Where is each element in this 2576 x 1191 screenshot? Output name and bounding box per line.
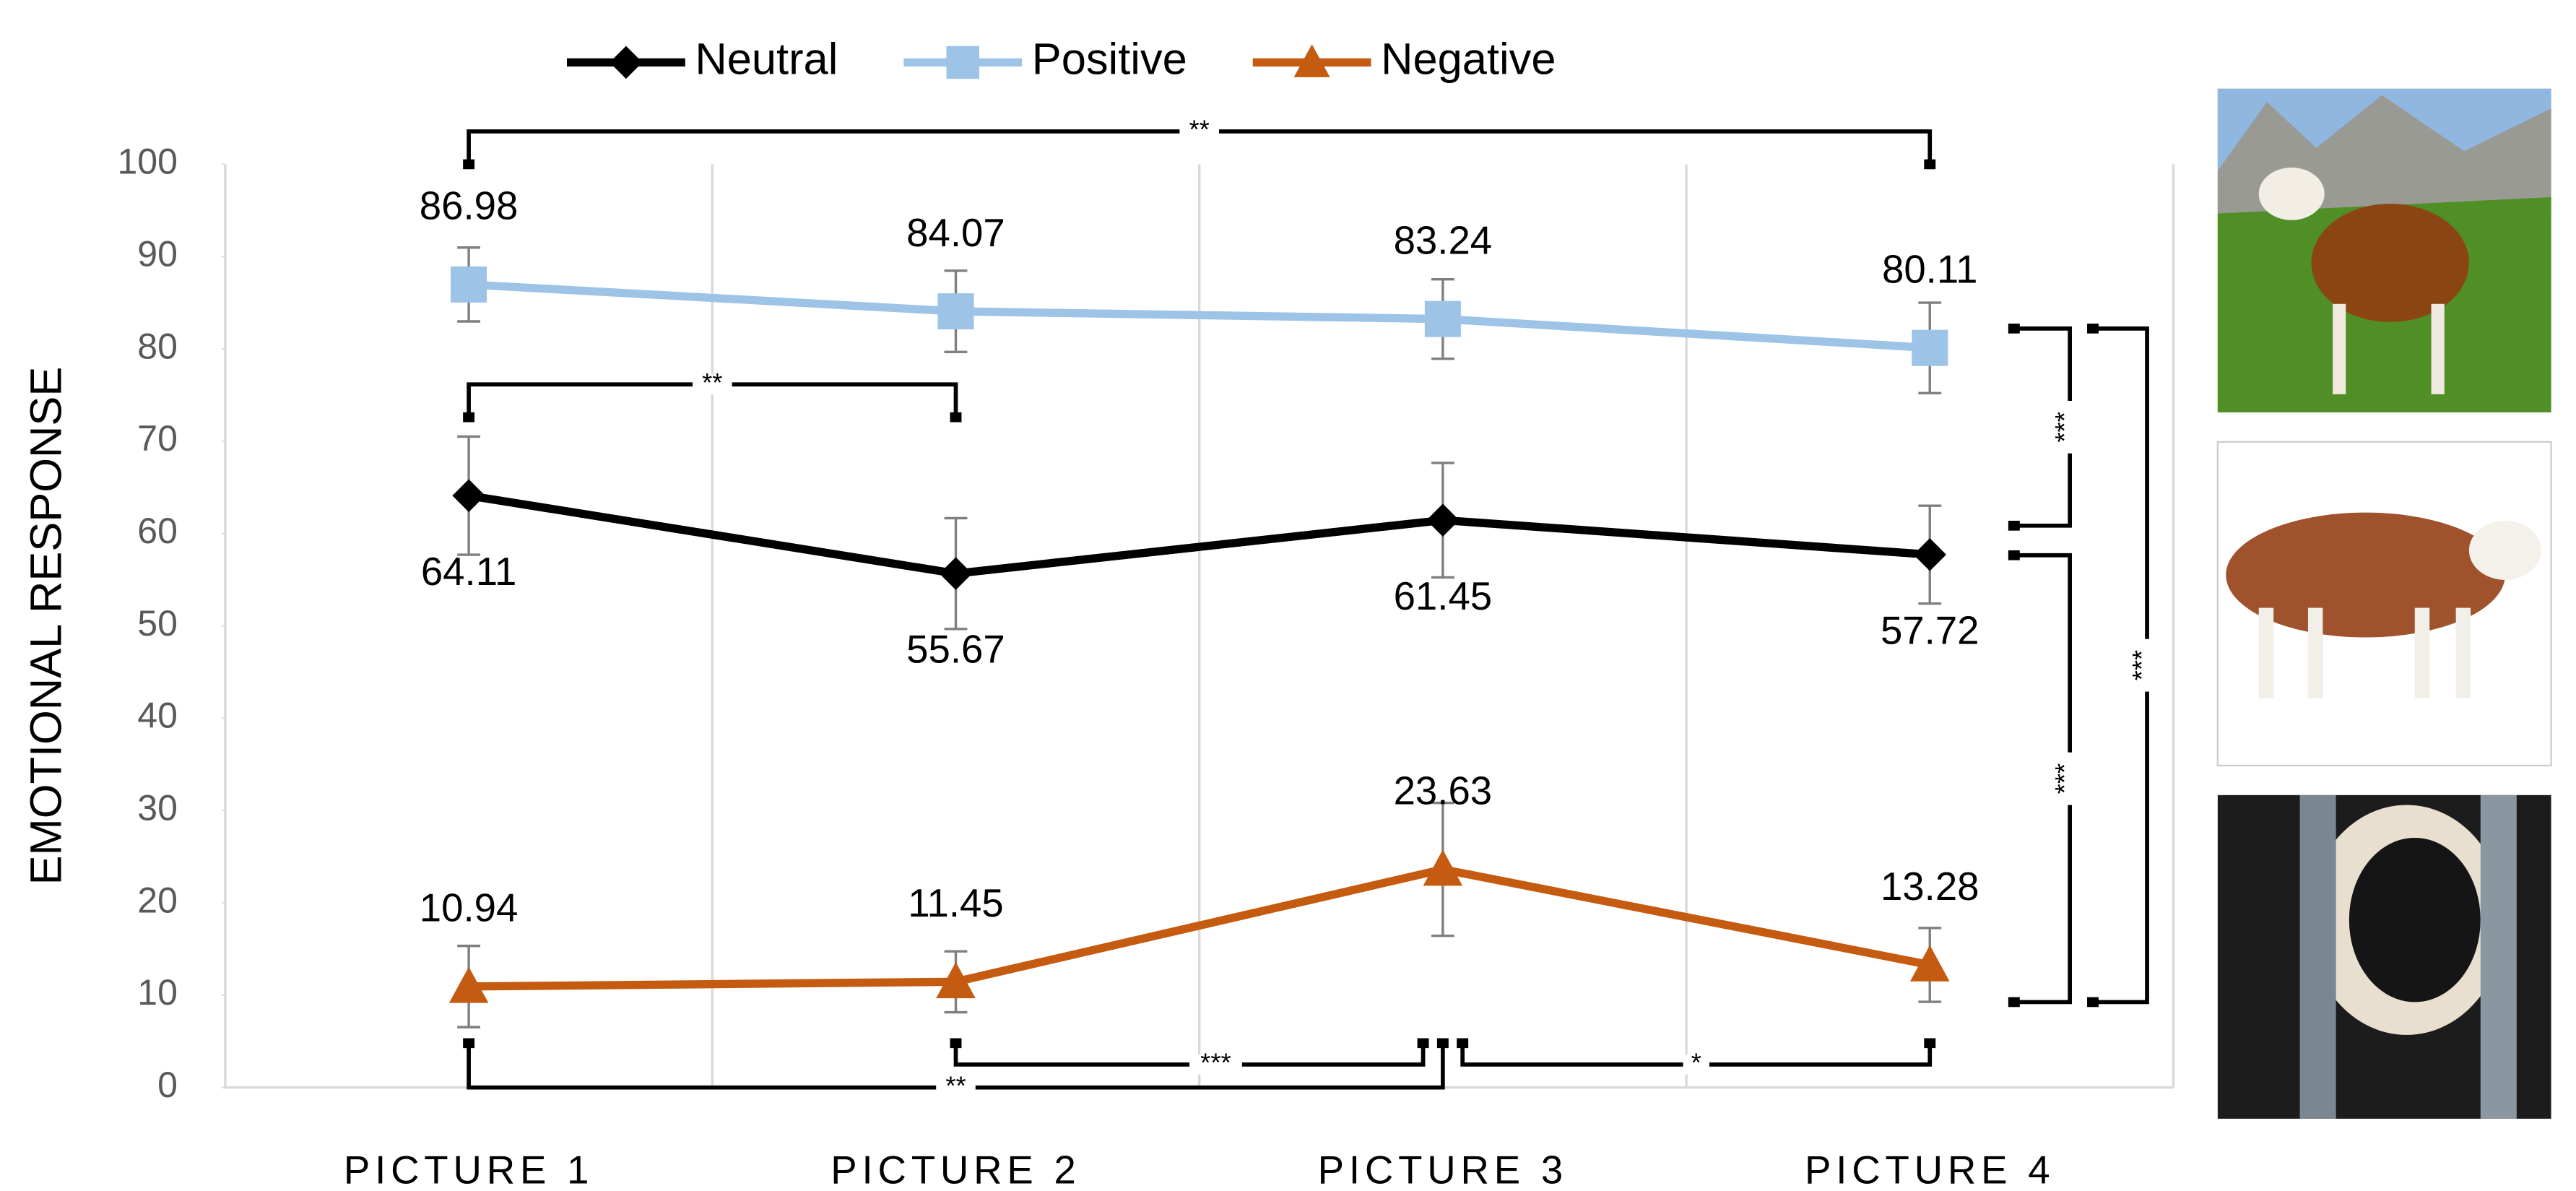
annotation: ***: [2050, 412, 2079, 442]
data-label: 61.45: [1394, 574, 1493, 618]
bracket-cap: [1924, 160, 1935, 170]
y-tick-label: 40: [137, 696, 178, 736]
y-tick-label: 20: [137, 880, 178, 920]
photo-1: [2218, 89, 2551, 412]
bracket-cap: [463, 1038, 474, 1048]
x-tick-label: PICTURE 2: [831, 1148, 1080, 1191]
y-tick-label: 90: [137, 233, 178, 274]
bracket-cap: [2087, 997, 2099, 1008]
legend-label: Negative: [1381, 35, 1556, 85]
background: [0, 0, 2575, 1191]
photo-3: [2218, 795, 2551, 1119]
data-label: 55.67: [906, 628, 1005, 672]
data-label: 84.07: [906, 211, 1005, 255]
marker: [1425, 301, 1461, 337]
y-tick-label: 70: [137, 418, 178, 459]
y-tick-label: 0: [157, 1065, 178, 1105]
x-tick-label: PICTURE 3: [1318, 1148, 1568, 1191]
bracket-cap: [2008, 324, 2020, 334]
bracket-cap: [2087, 324, 2099, 334]
marker: [937, 293, 973, 329]
data-label: 23.63: [1394, 768, 1493, 813]
y-tick-label: 100: [117, 142, 177, 182]
annotation: ***: [2127, 650, 2156, 680]
bracket-cap: [463, 412, 474, 423]
bracket-cap: [1457, 1038, 1468, 1048]
y-tick-label: 80: [137, 326, 178, 366]
y-tick-label: 30: [137, 787, 178, 828]
annotation: ***: [2050, 763, 2079, 794]
annotation: **: [702, 368, 722, 397]
data-label: 11.45: [908, 881, 1004, 925]
bracket-cap: [463, 160, 474, 170]
data-label: 64.11: [421, 550, 517, 594]
marker: [1912, 330, 1948, 366]
bracket-cap: [2008, 997, 2020, 1008]
bracket-cap: [1437, 1038, 1449, 1048]
annotation: **: [945, 1070, 966, 1100]
y-tick-label: 10: [137, 972, 178, 1013]
chart: EMOTIONAL RESPONSE 0 10 20 30 40 50 60 70 80 90 10…: [0, 0, 2576, 1191]
annotation: **: [1189, 115, 1210, 144]
data-label: 80.11: [1882, 247, 1978, 291]
photo-2: [2218, 442, 2551, 766]
annotation: ***: [1200, 1047, 1231, 1077]
bracket-cap: [950, 412, 962, 423]
marker: [451, 267, 487, 303]
y-tick-label: 50: [137, 603, 178, 644]
bracket-cap: [1924, 1038, 1935, 1048]
data-label: 83.24: [1394, 218, 1493, 262]
data-label: 10.94: [420, 886, 519, 930]
bracket-cap: [2008, 521, 2020, 531]
bracket-cap: [950, 1038, 962, 1048]
x-tick-label: PICTURE 4: [1805, 1148, 2055, 1191]
bracket-cap: [2008, 550, 2020, 560]
y-tick-label: 60: [137, 511, 178, 551]
x-tick-label: PICTURE 1: [344, 1148, 594, 1191]
y-axis-title: EMOTIONAL RESPONSE: [22, 367, 71, 885]
data-label: 57.72: [1881, 608, 1979, 652]
legend-marker: [946, 46, 979, 79]
annotation: *: [1691, 1047, 1701, 1077]
data-label: 86.98: [420, 184, 519, 228]
data-label: 13.28: [1881, 865, 1979, 909]
legend-label: Positive: [1032, 35, 1187, 85]
bracket-cap: [1418, 1038, 1429, 1048]
legend-label: Neutral: [695, 35, 838, 85]
